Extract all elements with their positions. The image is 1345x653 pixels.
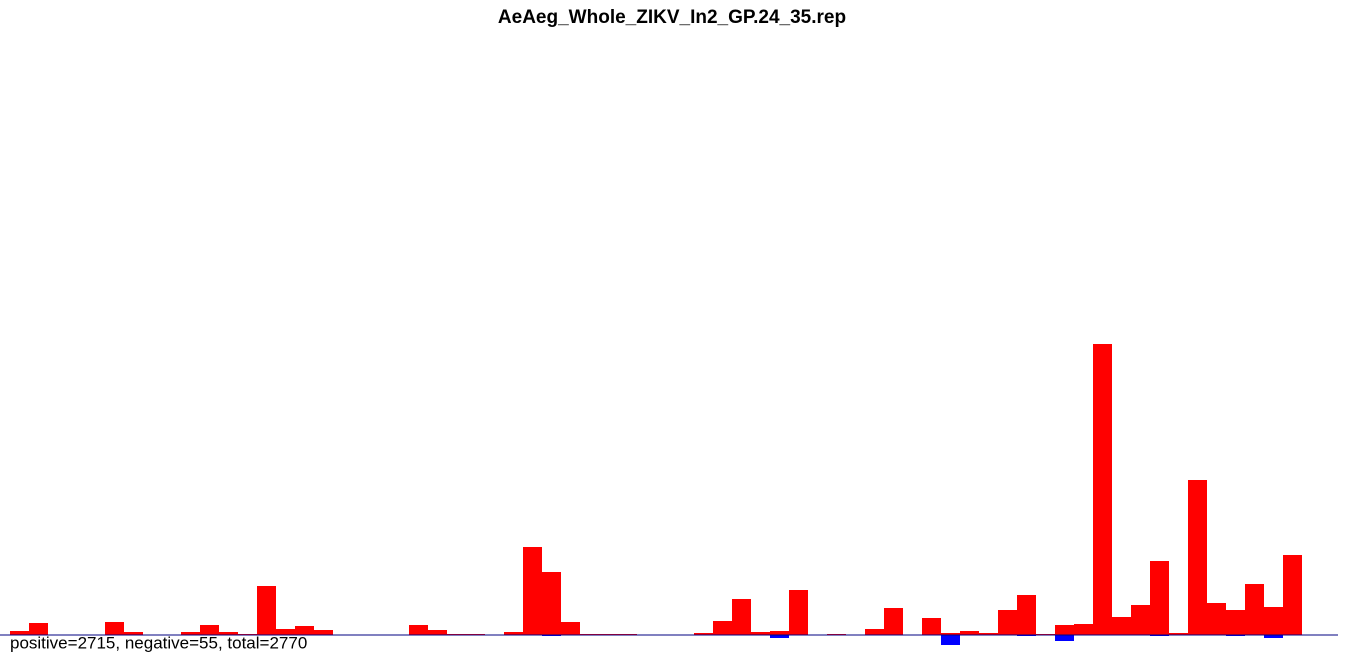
bar (789, 590, 808, 635)
bar (1055, 625, 1074, 635)
bar (865, 629, 884, 635)
bar (1169, 633, 1188, 635)
bar (124, 632, 143, 635)
bar (922, 618, 941, 635)
chart-title: AeAeg_Whole_ZIKV_In2_GP.24_35.rep (498, 7, 846, 28)
bar (10, 631, 29, 635)
bar (1264, 635, 1283, 638)
bar (542, 572, 561, 635)
bar (105, 622, 124, 635)
bar (770, 635, 789, 638)
bar (428, 630, 447, 635)
bar (998, 610, 1017, 635)
bar (181, 632, 200, 635)
bar (295, 626, 314, 635)
bar (751, 632, 770, 635)
bar (561, 622, 580, 635)
bar (713, 621, 732, 635)
footnote: positive=2715, negative=55, total=2770 (10, 633, 307, 652)
bar (1264, 607, 1283, 635)
bar (504, 632, 523, 635)
bar (1074, 624, 1093, 635)
bar (979, 633, 998, 635)
bar (257, 586, 276, 635)
bar (200, 625, 219, 635)
bar (1093, 344, 1112, 635)
bar (276, 629, 295, 635)
bar (1055, 635, 1074, 641)
bar (314, 630, 333, 635)
bar (1017, 595, 1036, 635)
bar (941, 635, 960, 645)
bar (1245, 584, 1264, 635)
bar (960, 631, 979, 635)
bar (1112, 617, 1131, 635)
bar (1207, 603, 1226, 635)
bar (29, 623, 48, 635)
bar (884, 608, 903, 635)
bar (732, 599, 751, 635)
bar (770, 631, 789, 635)
bar (941, 633, 960, 635)
bar (409, 625, 428, 635)
bar (694, 633, 713, 635)
bar (1131, 605, 1150, 635)
bar (1283, 555, 1302, 635)
bar (219, 632, 238, 635)
bar (1188, 480, 1207, 635)
bar (523, 547, 542, 635)
bar (1226, 610, 1245, 635)
bar (1150, 561, 1169, 635)
